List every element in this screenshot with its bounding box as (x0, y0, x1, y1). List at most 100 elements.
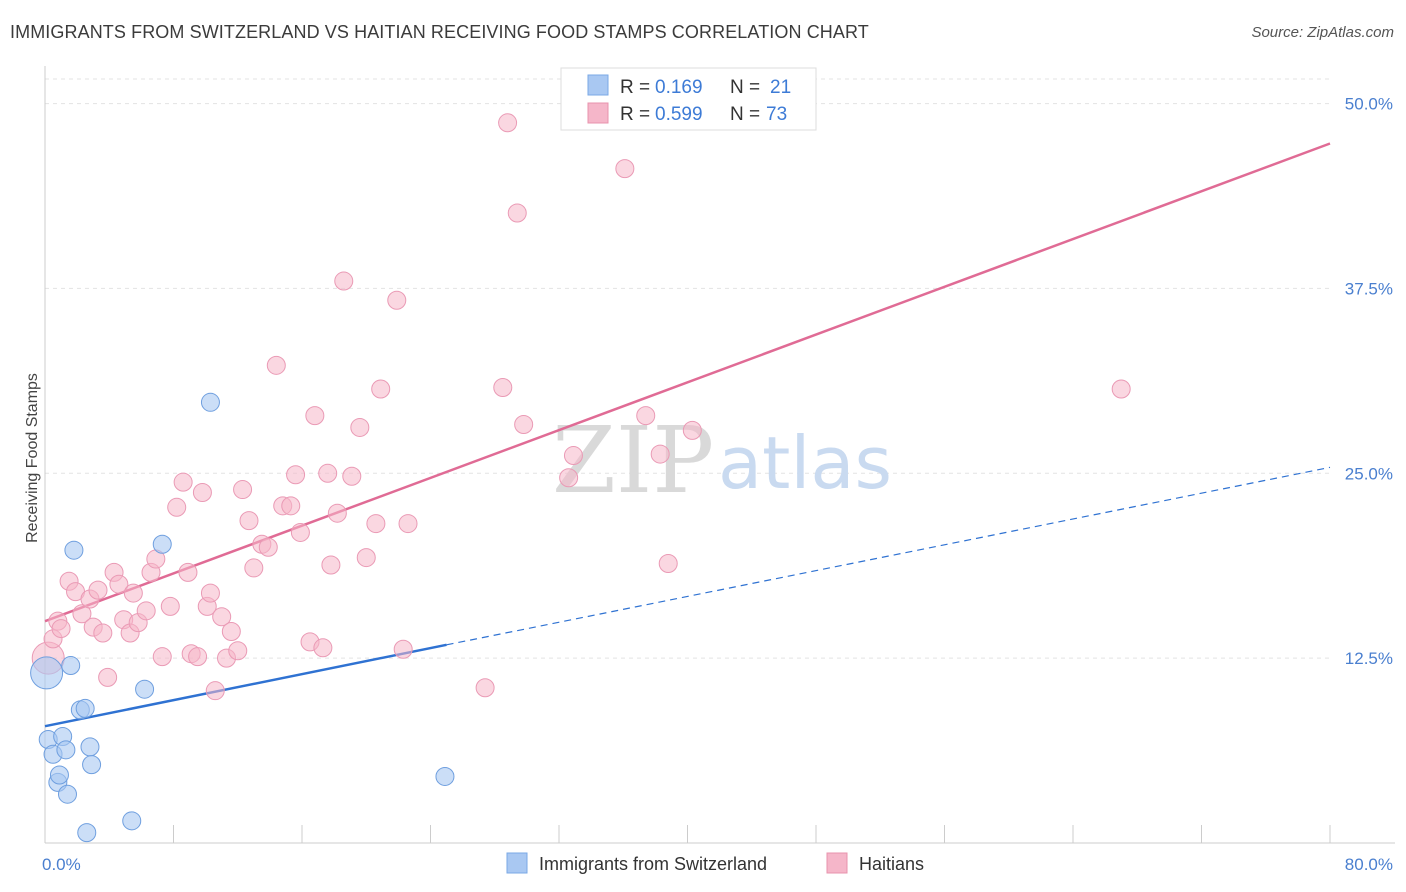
haitians-point (318, 463, 338, 483)
haitians-point (371, 379, 391, 399)
legend-swatch-blue (587, 74, 609, 96)
haitians-point (228, 641, 248, 661)
series-legend-label-1: Immigrants from Switzerland (539, 854, 767, 874)
legend-swatch-pink (587, 102, 609, 124)
switzerland-point (56, 740, 76, 760)
haitians-point (205, 681, 225, 701)
switzerland-point (80, 737, 100, 757)
haitians-point (563, 446, 583, 466)
switzerland-point (64, 540, 84, 560)
x-tick-label: 0.0% (42, 855, 81, 874)
switzerland-point (30, 656, 64, 690)
haitians-trend-line (44, 142, 1331, 623)
switzerland-point (61, 656, 81, 676)
haitians-point (239, 511, 259, 531)
switzerland-point (57, 784, 77, 804)
x-tick-label: 80.0% (1345, 855, 1393, 874)
haitians-point (393, 639, 413, 659)
source-label: Source: ZipAtlas.com (1251, 24, 1394, 41)
haitians-point (475, 678, 495, 698)
switzerland-point (77, 823, 97, 843)
haitians-point (514, 414, 534, 434)
switzerland-point (135, 679, 155, 699)
watermark-atlas: atlas (718, 421, 892, 505)
legend-n-value-1: 21 (770, 77, 791, 98)
haitians-point (321, 555, 341, 575)
series-legend-swatch-blue (506, 852, 528, 874)
legend-n-label-2: N = (730, 104, 760, 125)
haitians-point (188, 647, 208, 667)
axes (44, 66, 1395, 844)
haitians-point (51, 619, 71, 639)
haitians-point (334, 271, 354, 291)
legend-r-value-2: 0.599 (655, 104, 703, 125)
haitians-point (493, 378, 513, 398)
haitians-point (244, 558, 264, 578)
data-points (30, 113, 1131, 843)
haitians-point (88, 580, 108, 600)
switzerland-point (82, 755, 102, 775)
y-tick-label: 37.5% (1345, 279, 1393, 298)
haitians-point (200, 583, 220, 603)
haitians-point (658, 553, 678, 573)
haitians-point (650, 444, 670, 464)
haitians-point (356, 548, 376, 568)
series-legend-swatch-pink (826, 852, 848, 874)
haitians-point (507, 203, 527, 223)
switzerland-point (49, 765, 69, 785)
haitians-point (636, 406, 656, 426)
haitians-point (286, 465, 306, 485)
y-tick-label: 25.0% (1345, 464, 1393, 483)
legend-r-label-2: R = (620, 104, 650, 125)
haitians-point (682, 420, 702, 440)
haitians-point (167, 497, 187, 517)
haitians-point (498, 113, 518, 133)
series-legend-label-2: Haitians (859, 854, 924, 874)
series-legend: Immigrants from Switzerland Haitians (506, 852, 924, 874)
haitians-point (366, 514, 386, 534)
switzerland-trend-extension (446, 466, 1331, 646)
haitians-point (233, 480, 253, 500)
stats-legend: R = 0.169 N = 21 R = 0.599 N = 73 (560, 67, 817, 131)
switzerland-point (75, 698, 95, 718)
haitians-point (342, 466, 362, 486)
y-tick-label: 12.5% (1345, 649, 1393, 668)
haitians-point (327, 503, 347, 523)
haitians-point (281, 496, 301, 516)
haitians-point (559, 468, 579, 488)
y-tick-label: 50.0% (1345, 95, 1393, 114)
haitians-point (212, 607, 232, 627)
legend-n-value-2: 73 (766, 104, 787, 125)
haitians-point (1111, 379, 1131, 399)
legend-r-label-1: R = (620, 77, 650, 98)
haitians-point (152, 647, 172, 667)
haitians-point (305, 406, 325, 426)
haitians-point (192, 483, 212, 503)
haitians-point (398, 514, 418, 534)
haitians-point (258, 537, 278, 557)
haitians-point (221, 622, 241, 642)
grid-lines (45, 78, 1330, 659)
switzerland-trend-line (44, 643, 447, 728)
haitians-point (387, 290, 407, 310)
watermark: ZIP atlas (552, 407, 892, 514)
y-tick-labels: 12.5% 25.0% 37.5% 50.0% (1345, 95, 1393, 669)
switzerland-point (152, 534, 172, 554)
haitians-point (290, 522, 310, 542)
haitians-point (178, 562, 198, 582)
switzerland-point (122, 811, 142, 831)
haitians-point (160, 596, 180, 616)
haitians-point (109, 574, 129, 594)
haitians-point (136, 601, 156, 621)
haitians-point (98, 667, 118, 687)
chart-title: IMMIGRANTS FROM SWITZERLAND VS HAITIAN R… (10, 22, 869, 42)
haitians-point (123, 583, 143, 603)
haitians-point (313, 638, 333, 658)
switzerland-point (435, 766, 455, 786)
legend-n-label-1: N = (730, 77, 760, 98)
switzerland-point (200, 392, 220, 412)
y-axis-label: Receiving Food Stamps (24, 373, 41, 543)
haitians-point (93, 623, 113, 643)
haitians-point (266, 355, 286, 375)
